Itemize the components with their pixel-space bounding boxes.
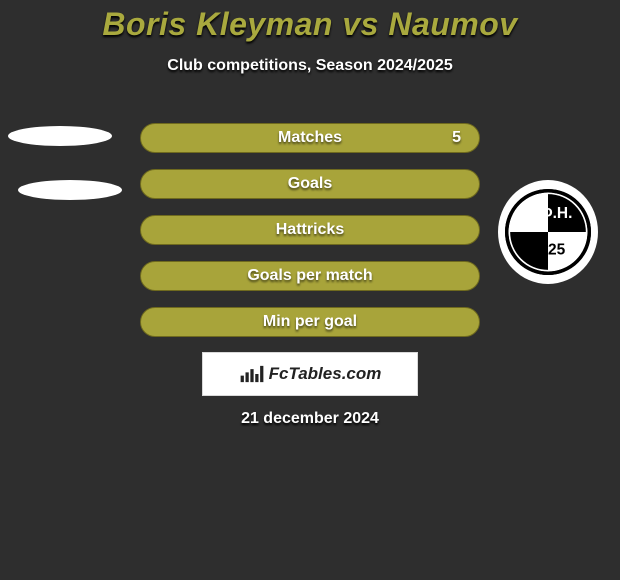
stat-bar: Hattricks	[140, 215, 480, 245]
stat-bar-label: Min per goal	[263, 313, 357, 331]
stat-bar: Goals per match	[140, 261, 480, 291]
club-text-top: O.Φ.H.	[524, 205, 573, 222]
stat-bar-label: Matches	[278, 129, 342, 147]
stat-bar-value-right: 5	[452, 129, 461, 147]
stat-bar: Goals	[140, 169, 480, 199]
brand-bars-icon	[239, 364, 265, 384]
stat-bars: Matches 5 Goals Hattricks Goals per match Min…	[140, 123, 480, 337]
stat-bar-label: Goals per match	[247, 267, 372, 285]
club-badge-right: O.Φ.H. 1925	[498, 180, 598, 284]
player-left-ellipse-2	[18, 180, 122, 200]
stat-bar: Min per goal	[140, 307, 480, 337]
player-left-ellipse-1	[8, 126, 112, 146]
date-text: 21 december 2024	[241, 410, 379, 428]
brand-text: FcTables.com	[269, 364, 382, 384]
page-title: Boris Kleyman vs Naumov	[0, 0, 620, 43]
stat-bar: Matches 5	[140, 123, 480, 153]
brand-box: FcTables.com	[202, 352, 418, 396]
page-subtitle: Club competitions, Season 2024/2025	[0, 57, 620, 75]
club-logo-icon: O.Φ.H. 1925	[505, 189, 591, 275]
stat-bar-label: Hattricks	[276, 221, 344, 239]
stat-bar-label: Goals	[288, 175, 332, 193]
club-text-bottom: 1925	[531, 241, 566, 258]
